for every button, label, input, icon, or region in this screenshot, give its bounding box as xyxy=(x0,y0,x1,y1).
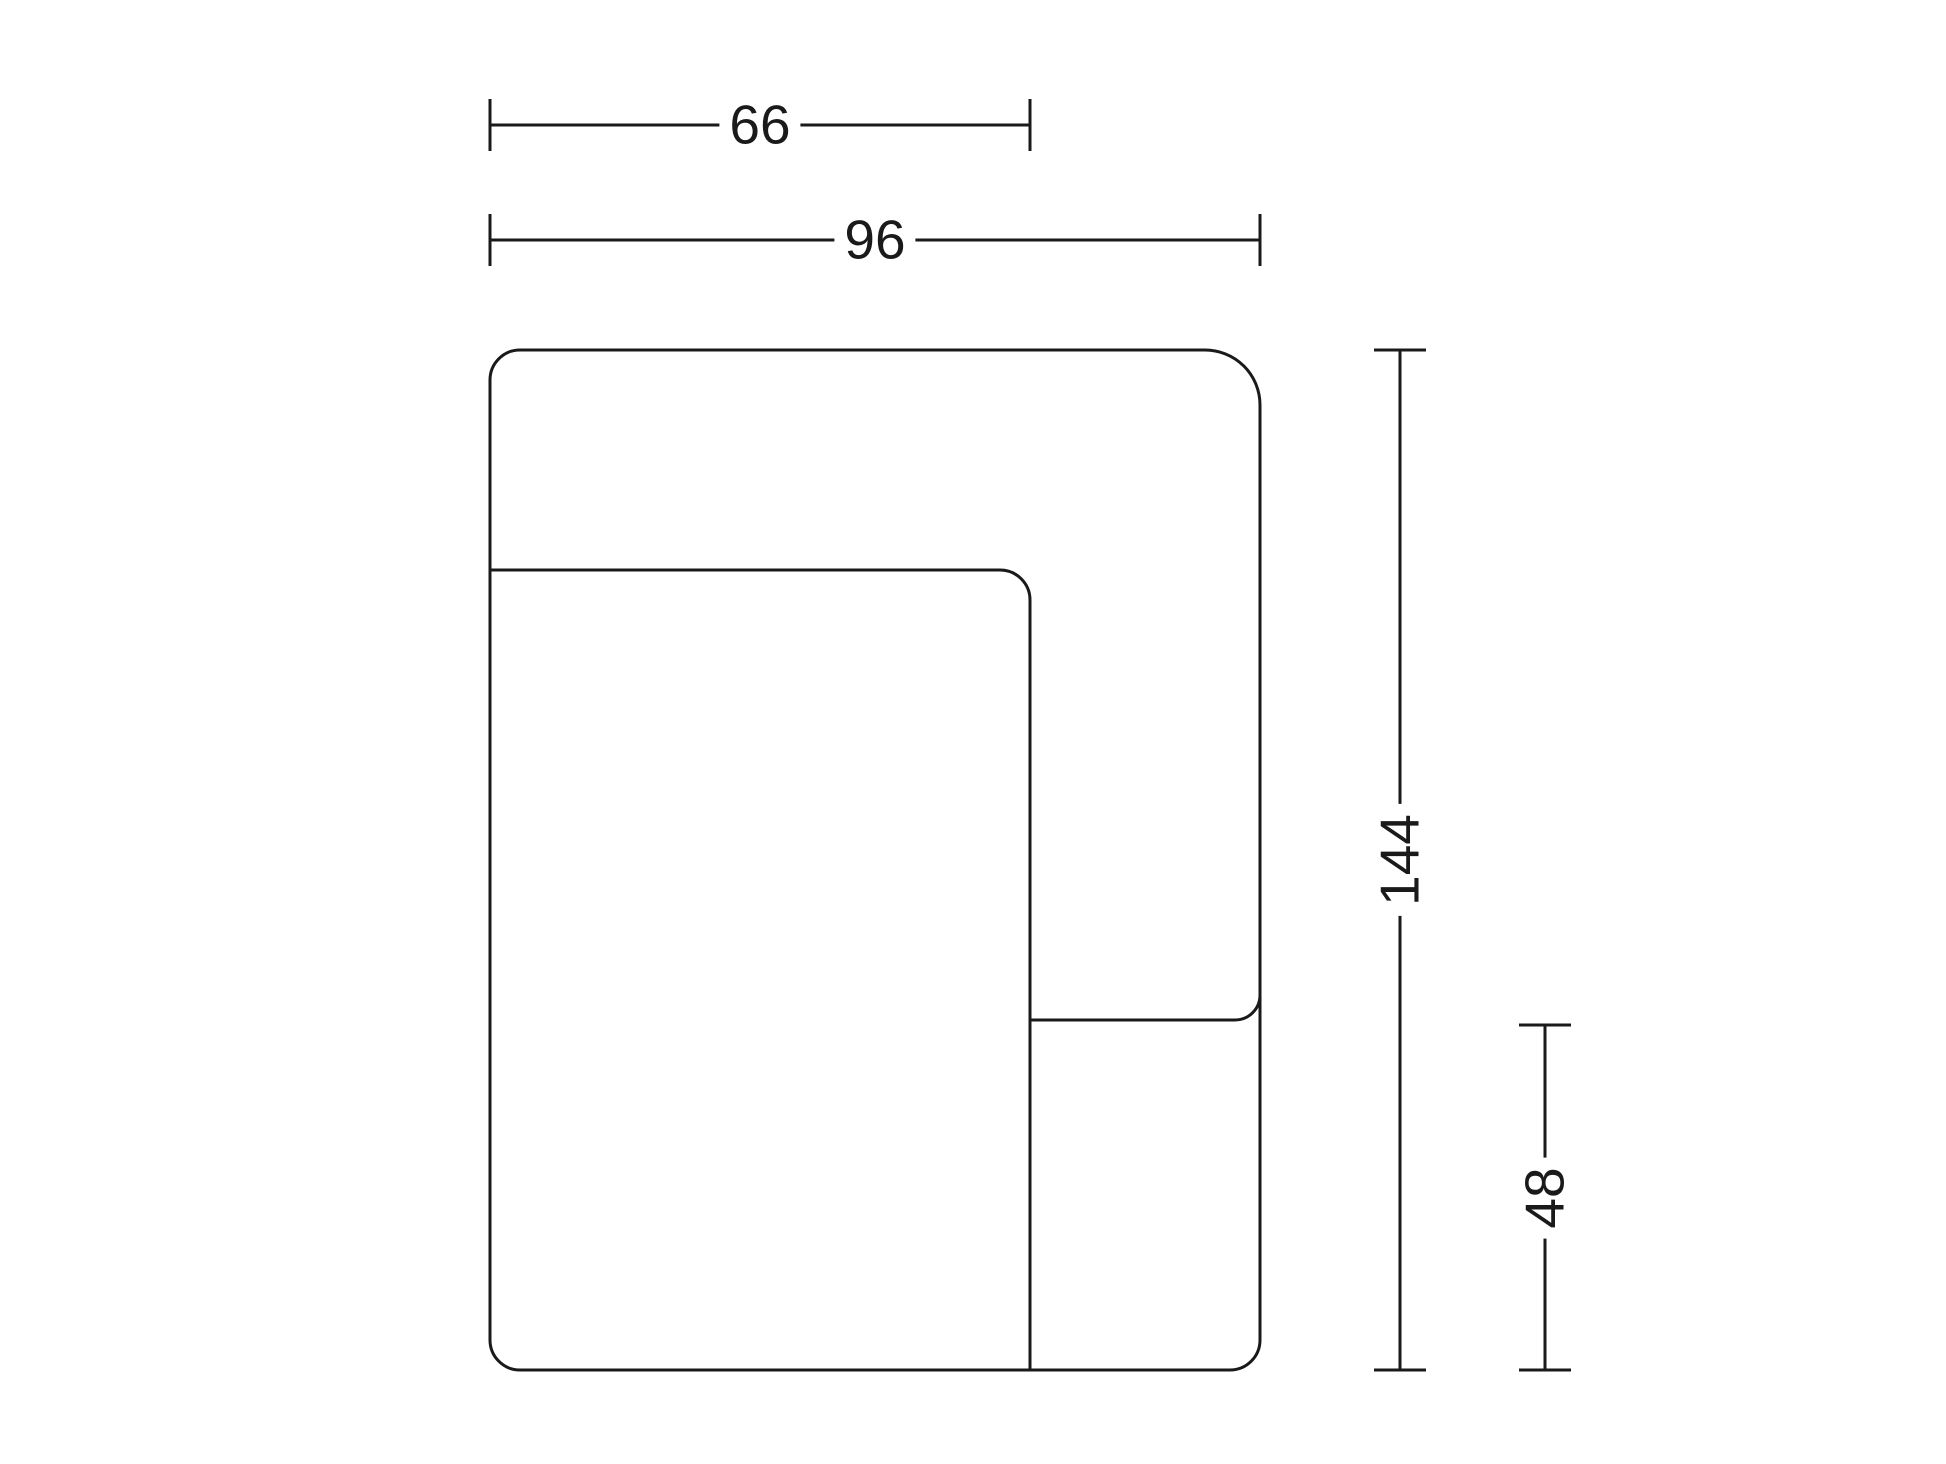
dimension-label-66: 66 xyxy=(719,98,800,153)
diagram-canvas: 66 96 144 48 xyxy=(0,0,1946,1464)
dimension-drawing xyxy=(0,0,1946,1464)
arm-bottom-edge xyxy=(1030,995,1260,1020)
dimension-label-144: 144 xyxy=(1373,804,1428,916)
dimension-label-48: 48 xyxy=(1518,1157,1573,1238)
inner-panel xyxy=(490,570,1030,1370)
dimension-label-96: 96 xyxy=(834,213,915,268)
outer-shape xyxy=(490,350,1260,1370)
